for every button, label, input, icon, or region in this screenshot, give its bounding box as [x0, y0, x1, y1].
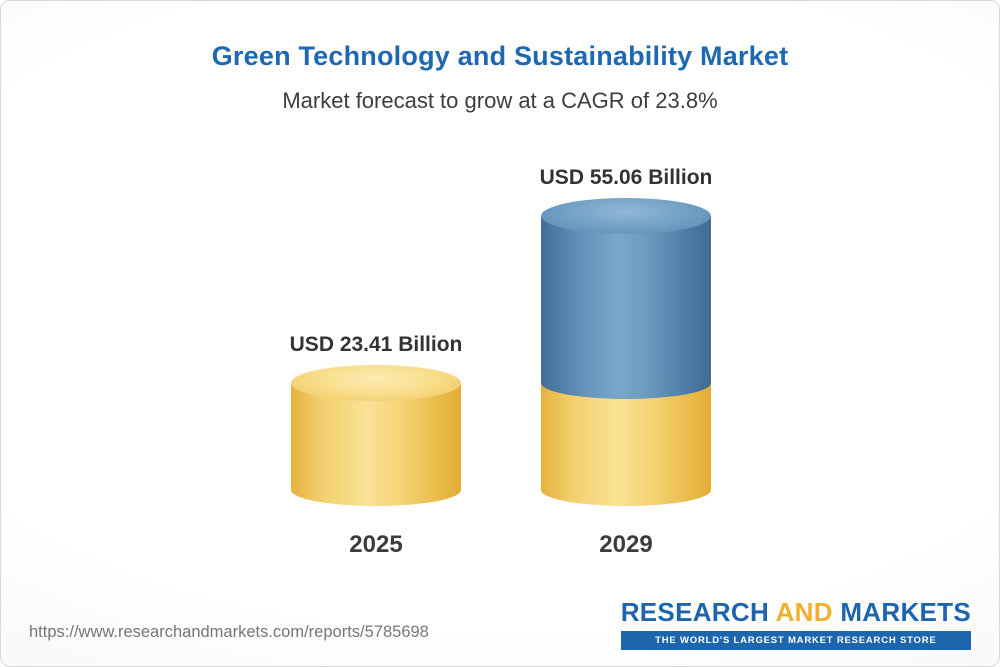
logo-tagline: THE WORLD'S LARGEST MARKET RESEARCH STOR… — [620, 631, 971, 650]
chart-subtitle: Market forecast to grow at a CAGR of 23.… — [282, 88, 718, 113]
bar-2029-base-body — [541, 383, 711, 506]
report-url: https://www.researchandmarkets.com/repor… — [29, 623, 429, 641]
bar-group-2025: USD 23.41 Billion 2025 — [289, 131, 463, 571]
logo-wordmark: RESEARCH AND MARKETS — [621, 597, 971, 628]
bar-2025-cap — [291, 365, 461, 401]
category-label-2025: 2025 — [349, 531, 403, 558]
value-label-2029: USD 55.06 Billion — [539, 166, 713, 189]
value-label-2025: USD 23.41 Billion — [289, 333, 463, 356]
logo-word-markets: MARKETS — [840, 597, 971, 627]
bar-2029-growth-body — [541, 216, 711, 399]
research-and-markets-logo: RESEARCH AND MARKETS THE WORLD'S LARGEST… — [620, 597, 971, 650]
chart-area: USD 23.41 Billion 2025 USD 55.06 Billion… — [1, 131, 999, 571]
chart-title: Green Technology and Sustainability Mark… — [211, 41, 789, 71]
logo-word-research: RESEARCH — [620, 597, 770, 627]
logo-word-and: AND — [769, 597, 841, 627]
category-label-2029: 2029 — [599, 531, 653, 558]
bar-2025-body — [291, 383, 461, 506]
bar-2029-cap — [541, 198, 711, 234]
bar-group-2029: USD 55.06 Billion 2029 — [539, 131, 713, 571]
